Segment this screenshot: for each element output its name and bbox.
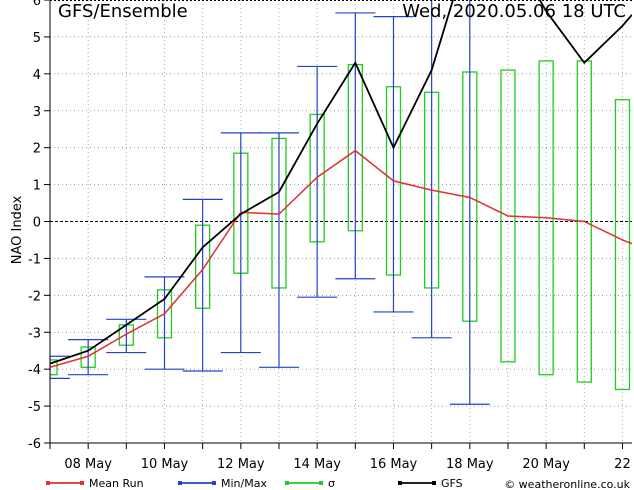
- sigma-boxes: [50, 60, 631, 391]
- grid-lines: [49, 0, 632, 443]
- legend-marker: [178, 481, 182, 485]
- legend-marker: [80, 481, 84, 485]
- sigma-box: [50, 359, 58, 376]
- x-tick-label: 08 May: [64, 457, 112, 472]
- y-tick-label: 5: [33, 31, 41, 46]
- y-tick-label: 4: [33, 68, 41, 83]
- legend-marker: [285, 481, 289, 485]
- series-line-gfs: [50, 0, 632, 365]
- credit-text: © weatheronline.co.uk: [504, 478, 630, 490]
- legend-marker: [46, 481, 50, 485]
- run-label: Wed, 2020.05.06 18 UTC: [402, 1, 626, 22]
- y-tick-label: 1: [33, 179, 41, 194]
- y-tick-label: -4: [28, 363, 41, 378]
- axes: -6 -5 -4 -3 -2 -1 0 1 2 3 4 5 6 08 May 10 May 12 May 14 …: [28, 0, 632, 472]
- y-tick-label: -2: [28, 289, 41, 304]
- legend-label: GFS: [441, 477, 463, 490]
- legend-label: Min/Max: [221, 477, 267, 490]
- x-tick-label: 20 May: [522, 457, 570, 472]
- x-tick-label: 14 May: [293, 457, 341, 472]
- legend-label: Mean Run: [89, 477, 144, 490]
- y-tick-label: 3: [33, 105, 41, 120]
- y-tick-label: -1: [28, 252, 41, 267]
- y-tick-label: -5: [28, 400, 41, 415]
- x-tick-label: 18 May: [446, 457, 494, 472]
- series-lines: [50, 0, 632, 369]
- sigma-box: [614, 99, 631, 391]
- x-tick-label: 12 May: [217, 457, 265, 472]
- y-tick-label: 2: [33, 142, 41, 157]
- y-tick-label: 0: [33, 216, 41, 231]
- x-tick-label: 22: [614, 457, 631, 472]
- y-axis-label: NAO Index: [10, 195, 25, 264]
- legend-marker: [398, 481, 402, 485]
- legend-marker: [319, 481, 323, 485]
- y-tick-label: -6: [28, 437, 41, 452]
- x-tick-label: 16 May: [370, 457, 418, 472]
- legend-marker: [432, 481, 436, 485]
- legend-marker: [212, 481, 216, 485]
- x-tick-label: 10 May: [141, 457, 189, 472]
- chart-title: GFS/Ensemble: [58, 1, 188, 22]
- minmax-whiskers: [50, 0, 490, 405]
- legend: Mean Run Min/Max σ GFS: [46, 477, 463, 490]
- legend-label: σ: [328, 477, 335, 490]
- y-tick-label: -3: [28, 326, 41, 341]
- y-tick-label: 6: [33, 0, 41, 9]
- series-line-mean-run: [50, 149, 632, 369]
